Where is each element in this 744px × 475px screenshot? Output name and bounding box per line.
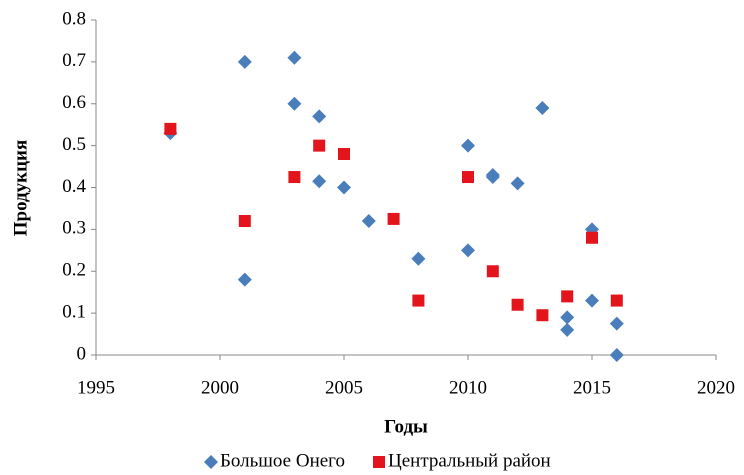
legend-label: Центральный район: [388, 450, 551, 471]
x-tick-label: 2020: [697, 377, 735, 398]
point: [485, 170, 500, 185]
point: [313, 139, 326, 152]
point: [312, 109, 327, 124]
point: [287, 50, 302, 65]
point: [412, 294, 425, 307]
point: [411, 251, 426, 266]
legend-marker: [373, 456, 385, 468]
point: [164, 122, 177, 135]
point: [610, 294, 623, 307]
y-tick-label: 0.2: [62, 260, 86, 281]
point: [238, 215, 251, 227]
point: [511, 298, 524, 311]
point: [338, 148, 350, 160]
point: [561, 290, 574, 303]
y-tick-label: 0.7: [62, 50, 86, 71]
y-tick-label: 0: [77, 343, 87, 364]
point: [535, 100, 550, 115]
point: [237, 272, 252, 287]
point: [560, 322, 575, 337]
y-tick-label: 0.8: [62, 8, 86, 29]
y-tick-label: 0.4: [62, 176, 86, 197]
point: [337, 180, 351, 195]
point: [560, 310, 575, 325]
point: [609, 316, 624, 331]
y-axis-title: Продукция: [10, 140, 31, 237]
y-tick-label: 0.3: [62, 218, 86, 239]
point: [486, 265, 499, 278]
point: [461, 138, 475, 153]
x-tick-label: 1995: [77, 377, 115, 398]
point: [287, 96, 302, 111]
legend-label: Большое Онего: [220, 450, 345, 471]
point: [387, 212, 400, 225]
x-tick-label: 2015: [573, 377, 611, 398]
point: [461, 243, 475, 258]
point: [585, 293, 599, 308]
x-axis-title: Годы: [384, 416, 428, 437]
x-tick-label: 2005: [325, 377, 363, 398]
x-tick-label: 2010: [449, 377, 487, 398]
point: [609, 348, 624, 362]
point: [312, 174, 327, 189]
legend-marker: [204, 455, 218, 469]
point: [536, 309, 549, 322]
point: [288, 171, 301, 184]
point: [586, 231, 598, 244]
point: [361, 214, 376, 228]
y-tick-label: 0.5: [62, 134, 86, 155]
y-tick-label: 0.6: [62, 92, 86, 113]
point: [237, 54, 252, 69]
x-tick-label: 2000: [201, 377, 239, 398]
point: [462, 171, 474, 184]
point: [510, 176, 525, 191]
y-tick-label: 0.1: [62, 301, 86, 322]
